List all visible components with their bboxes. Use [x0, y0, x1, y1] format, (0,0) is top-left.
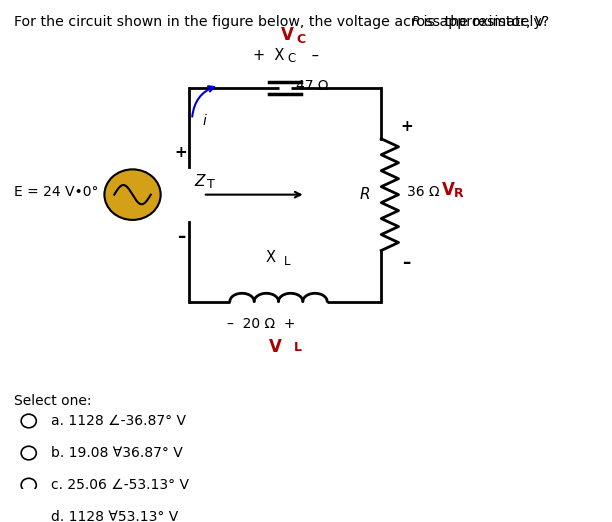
Text: V: V — [442, 181, 455, 199]
Text: T: T — [207, 178, 215, 191]
Text: d. 1128 ∀53.13° V: d. 1128 ∀53.13° V — [51, 510, 179, 522]
Text: +: + — [175, 145, 187, 160]
Text: a. 1128 ∠-36.87° V: a. 1128 ∠-36.87° V — [51, 414, 187, 428]
Text: L: L — [294, 341, 302, 354]
Text: 36 Ω: 36 Ω — [406, 185, 439, 199]
Text: c. 25.06 ∠-53.13° V: c. 25.06 ∠-53.13° V — [51, 478, 190, 492]
Text: V: V — [269, 338, 282, 356]
Text: –: – — [307, 49, 319, 64]
Text: C: C — [288, 52, 296, 65]
Text: L: L — [284, 255, 291, 268]
Circle shape — [105, 169, 160, 220]
Text: R: R — [360, 187, 370, 202]
Text: X: X — [266, 250, 276, 265]
Text: +: + — [400, 119, 413, 134]
Text: –  20 Ω  +: – 20 Ω + — [227, 317, 296, 331]
Text: C: C — [297, 33, 306, 46]
Text: R: R — [411, 15, 420, 28]
Text: V: V — [282, 26, 294, 44]
Text: R: R — [454, 187, 464, 200]
Text: 47 Ω: 47 Ω — [296, 79, 328, 93]
Text: Z: Z — [195, 174, 205, 189]
Text: is approximately?: is approximately? — [419, 15, 550, 29]
Text: –: – — [403, 254, 411, 271]
Text: b. 19.08 ∀36.87° V: b. 19.08 ∀36.87° V — [51, 446, 183, 460]
Text: For the circuit shown in the figure below, the voltage across the resistor, V: For the circuit shown in the figure belo… — [13, 15, 544, 29]
Text: E = 24 V•0°: E = 24 V•0° — [13, 185, 98, 199]
Text: Select one:: Select one: — [13, 394, 91, 408]
Text: i: i — [203, 114, 207, 128]
Text: +  X: + X — [253, 49, 284, 64]
Text: –: – — [177, 228, 185, 246]
